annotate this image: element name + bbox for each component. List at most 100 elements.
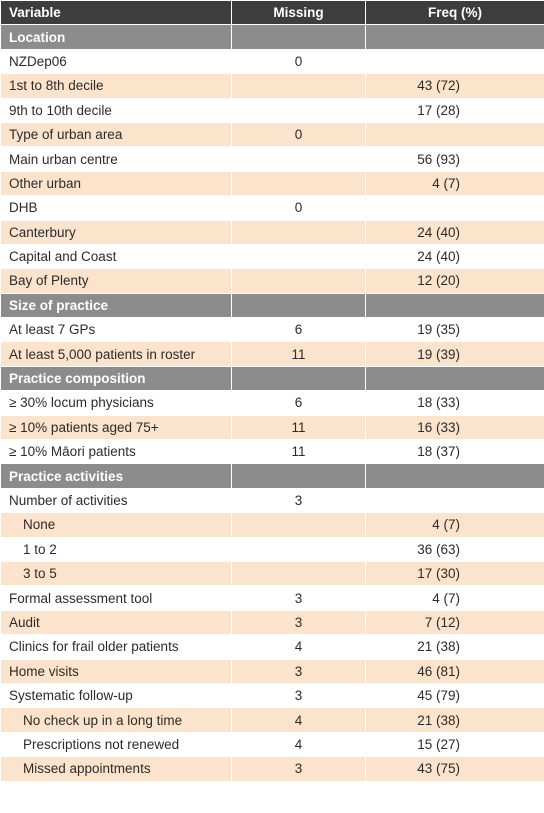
freq-cell: 56 (93) — [365, 146, 544, 172]
table-row: Formal assessment tool 3 4 (7) — [0, 585, 544, 611]
variable-cell: Systematic follow-up — [0, 682, 232, 709]
variable-cell: ≥ 30% locum physicians — [0, 390, 232, 416]
table-row: Canterbury 24 (40) — [0, 219, 544, 245]
table-row: ≥ 10% patients aged 75+ 11 16 (33) — [0, 414, 544, 441]
table-row: DHB 0 — [0, 195, 544, 221]
missing-cell — [231, 560, 366, 587]
variable-cell: Main urban centre — [0, 146, 232, 172]
missing-cell — [231, 219, 366, 245]
table-row: At least 7 GPs 6 19 (35) — [0, 317, 544, 343]
missing-cell: 4 — [231, 707, 366, 733]
table-row: 3 to 5 17 (30) — [0, 560, 544, 587]
table-row: At least 5,000 patients in roster 11 19 (3… — [0, 341, 544, 367]
missing-cell — [231, 243, 366, 270]
missing-cell: 0 — [231, 48, 366, 75]
table-row: No check up in a long time 4 21 (38) — [0, 707, 544, 733]
missing-cell — [231, 365, 366, 392]
table-row: NZDep06 0 — [0, 48, 544, 75]
freq-cell: 4 (7) — [365, 170, 544, 197]
variable-cell: 1st to 8th decile — [0, 73, 232, 99]
section-title: Practice composition — [0, 365, 232, 392]
variable-cell: NZDep06 — [0, 48, 232, 75]
freq-cell: 21 (38) — [365, 634, 544, 660]
missing-cell: 3 — [231, 682, 366, 709]
freq-cell: 43 (72) — [365, 73, 544, 99]
table-row: Other urban 4 (7) — [0, 170, 544, 197]
freq-cell: 4 (7) — [365, 585, 544, 611]
freq-cell — [365, 121, 544, 148]
freq-cell: 16 (33) — [365, 414, 544, 441]
table-row: 9th to 10th decile 17 (28) — [0, 97, 544, 123]
missing-cell: 3 — [231, 609, 366, 636]
freq-cell: 15 (27) — [365, 731, 544, 758]
missing-cell — [231, 292, 366, 319]
section-header-row: Location — [0, 24, 544, 50]
freq-cell — [365, 487, 544, 514]
freq-cell — [365, 24, 544, 50]
variable-cell: Missed appointments — [0, 756, 232, 782]
table-row: Home visits 3 46 (81) — [0, 658, 544, 684]
variable-cell: ≥ 10% patients aged 75+ — [0, 414, 232, 441]
freq-cell: 17 (30) — [365, 560, 544, 587]
variable-cell: 1 to 2 — [0, 536, 232, 562]
table-row: Clinics for frail older patients 4 21 (38) — [0, 634, 544, 660]
missing-cell — [231, 73, 366, 99]
header-missing: Missing — [231, 0, 366, 26]
freq-cell: 7 (12) — [365, 609, 544, 636]
missing-cell — [231, 268, 366, 294]
missing-cell: 3 — [231, 756, 366, 782]
variable-cell: DHB — [0, 195, 232, 221]
variable-cell: Canterbury — [0, 219, 232, 245]
variable-cell: Other urban — [0, 170, 232, 197]
variable-cell: Capital and Coast — [0, 243, 232, 270]
header-variable: Variable — [0, 0, 232, 26]
variable-cell: Audit — [0, 609, 232, 636]
freq-cell: 17 (28) — [365, 97, 544, 123]
table-row: ≥ 10% Māori patients 11 18 (37) — [0, 439, 544, 465]
section-title: Location — [0, 24, 232, 50]
missing-cell: 11 — [231, 439, 366, 465]
variable-cell: ≥ 10% Māori patients — [0, 439, 232, 465]
freq-cell: 45 (79) — [365, 682, 544, 709]
missing-cell: 3 — [231, 585, 366, 611]
freq-cell — [365, 463, 544, 489]
data-table: Variable Missing Freq (%) Location NZDep0… — [0, 0, 544, 782]
missing-cell: 4 — [231, 731, 366, 758]
freq-cell: 19 (39) — [365, 341, 544, 367]
table-row: Number of activities 3 — [0, 487, 544, 514]
variable-cell: 3 to 5 — [0, 560, 232, 587]
freq-cell: 36 (63) — [365, 536, 544, 562]
missing-cell — [231, 512, 366, 538]
variable-cell: Prescriptions not renewed — [0, 731, 232, 758]
table-row: None 4 (7) — [0, 512, 544, 538]
table-row: ≥ 30% locum physicians 6 18 (33) — [0, 390, 544, 416]
variable-cell: No check up in a long time — [0, 707, 232, 733]
missing-cell: 3 — [231, 487, 366, 514]
missing-cell — [231, 170, 366, 197]
variable-cell: At least 7 GPs — [0, 317, 232, 343]
missing-cell: 4 — [231, 634, 366, 660]
missing-cell: 11 — [231, 414, 366, 441]
table-row: Prescriptions not renewed 4 15 (27) — [0, 731, 544, 758]
missing-cell — [231, 97, 366, 123]
section-title: Size of practice — [0, 292, 232, 319]
table-row: 1st to 8th decile 43 (72) — [0, 73, 544, 99]
variable-cell: Clinics for frail older patients — [0, 634, 232, 660]
freq-cell: 4 (7) — [365, 512, 544, 538]
variable-cell: 9th to 10th decile — [0, 97, 232, 123]
variable-cell: Home visits — [0, 658, 232, 684]
freq-cell: 43 (75) — [365, 756, 544, 782]
freq-cell — [365, 195, 544, 221]
missing-cell: 0 — [231, 195, 366, 221]
freq-cell: 24 (40) — [365, 243, 544, 270]
table-row: Systematic follow-up 3 45 (79) — [0, 682, 544, 709]
header-row: Variable Missing Freq (%) — [0, 0, 544, 26]
missing-cell — [231, 24, 366, 50]
missing-cell — [231, 146, 366, 172]
missing-cell: 6 — [231, 390, 366, 416]
section-header-row: Practice activities — [0, 463, 544, 489]
variable-cell: None — [0, 512, 232, 538]
table-row: Type of urban area 0 — [0, 121, 544, 148]
freq-cell: 24 (40) — [365, 219, 544, 245]
freq-cell — [365, 365, 544, 392]
